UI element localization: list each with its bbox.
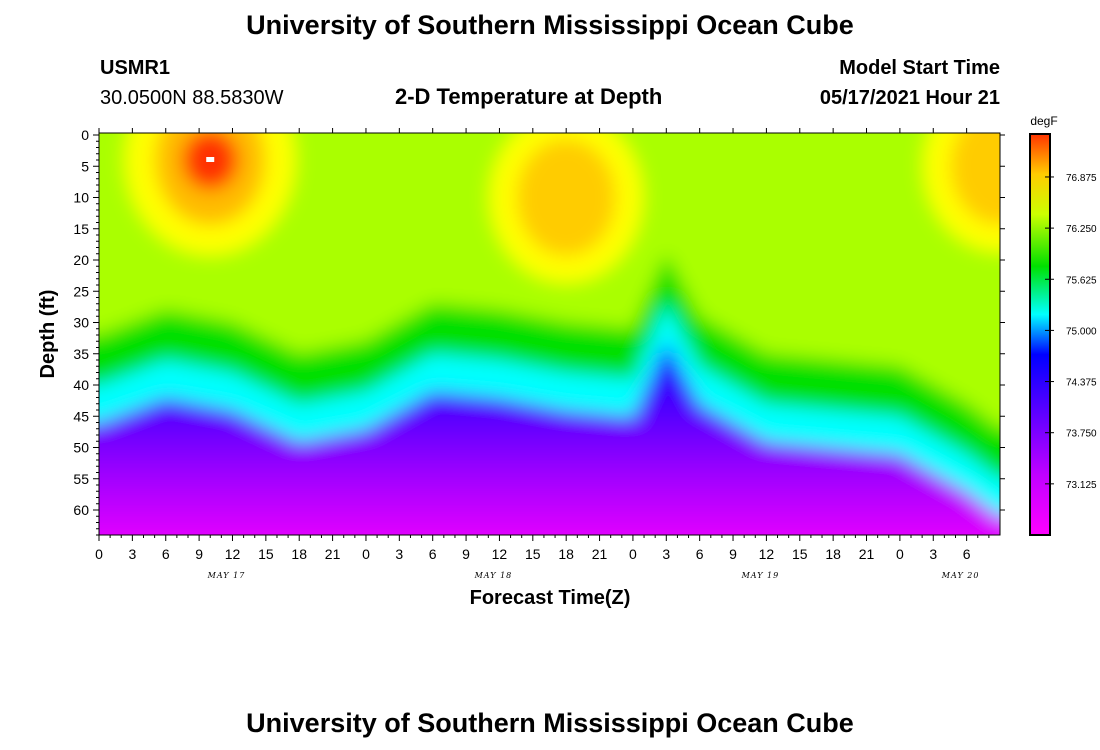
- x-tick-label: 0: [896, 546, 904, 562]
- y-tick-label: 10: [73, 190, 89, 206]
- plot-frame: [98, 132, 1001, 536]
- x-tick-label: 3: [662, 546, 670, 562]
- y-tick-label: 50: [73, 440, 89, 456]
- peak-marker: [206, 157, 215, 162]
- x-tick-label: 6: [162, 546, 170, 562]
- x-tick-label: 3: [929, 546, 937, 562]
- x-tick-label: 15: [792, 546, 808, 562]
- x-tick-label: 21: [592, 546, 608, 562]
- colorbar-tick-label: 74.375: [1066, 378, 1097, 389]
- y-tick-label: 15: [73, 221, 89, 237]
- day-label: MAY 17: [207, 571, 246, 580]
- colorbar-tick-label: 76.875: [1066, 173, 1097, 184]
- colorbar-unit: degF: [1030, 114, 1057, 128]
- y-tick-label: 35: [73, 346, 89, 362]
- colorbar: [1029, 133, 1051, 536]
- colorbar-tick-label: 73.750: [1066, 429, 1097, 440]
- x-tick-label: 6: [963, 546, 971, 562]
- deep-band: [99, 341, 1000, 535]
- x-tick-label: 0: [95, 546, 103, 562]
- x-tick-label: 21: [859, 546, 875, 562]
- y-axis-label: Depth (ft): [37, 290, 59, 379]
- y-tick-label: 40: [73, 377, 89, 393]
- x-tick-label: 18: [825, 546, 841, 562]
- x-axis-label: Forecast Time(Z): [470, 587, 631, 609]
- day-label: MAY 18: [474, 571, 513, 580]
- footer-title: University of Southern Mississippi Ocean…: [246, 708, 854, 738]
- x-tick-label: 9: [462, 546, 470, 562]
- x-tick-label: 21: [325, 546, 341, 562]
- colorbar-tick-label: 76.250: [1066, 224, 1097, 235]
- x-tick-label: 12: [225, 546, 241, 562]
- x-tick-label: 9: [195, 546, 203, 562]
- y-tick-label: 30: [73, 315, 89, 331]
- x-tick-label: 6: [429, 546, 437, 562]
- x-tick-label: 6: [696, 546, 704, 562]
- x-tick-label: 12: [759, 546, 775, 562]
- x-tick-label: 9: [729, 546, 737, 562]
- colorbar-tick-label: 75.000: [1066, 326, 1097, 337]
- day-label: MAY 19: [741, 571, 780, 580]
- x-tick-label: 3: [128, 546, 136, 562]
- x-tick-label: 0: [362, 546, 370, 562]
- y-tick-label: 60: [73, 502, 89, 518]
- x-tick-label: 18: [291, 546, 307, 562]
- colorbar-tick-label: 75.625: [1066, 275, 1097, 286]
- x-tick-label: 12: [492, 546, 508, 562]
- model-start-value: 05/17/2021 Hour 21: [819, 87, 1000, 109]
- y-tick-label: 5: [81, 158, 89, 174]
- x-tick-label: 3: [395, 546, 403, 562]
- colorbar-tick-label: 73.125: [1066, 480, 1097, 491]
- day-label: MAY 20: [941, 571, 980, 580]
- x-tick-label: 18: [558, 546, 574, 562]
- y-tick-label: 20: [73, 252, 89, 268]
- plot-title: 2-D Temperature at Depth: [395, 84, 663, 109]
- warm-core-mid: [516, 139, 616, 256]
- warm-core-mid: [950, 133, 1000, 225]
- y-tick-label: 55: [73, 471, 89, 487]
- model-start-label: Model Start Time: [839, 57, 1000, 79]
- temperature-field: [99, 133, 1000, 535]
- station-coords: 30.0500N 88.5830W: [100, 87, 284, 109]
- x-tick-label: 0: [629, 546, 637, 562]
- x-tick-label: 15: [258, 546, 274, 562]
- y-tick-label: 25: [73, 283, 89, 299]
- x-tick-label: 15: [525, 546, 541, 562]
- y-tick-label: 0: [81, 127, 89, 143]
- page-title: University of Southern Mississippi Ocean…: [246, 10, 854, 40]
- y-tick-label: 45: [73, 408, 89, 424]
- station-id: USMR1: [100, 57, 171, 79]
